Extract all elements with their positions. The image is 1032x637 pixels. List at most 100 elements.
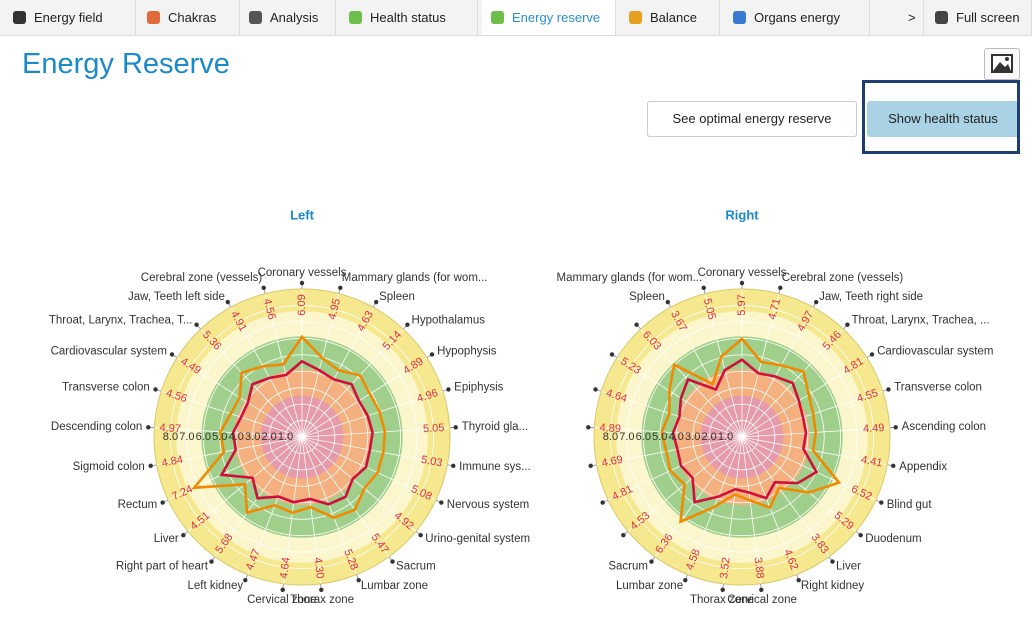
tab-label: Health status	[370, 10, 446, 25]
axis-label: Lumbar zone	[616, 580, 683, 592]
r-tick-label: 3.0	[685, 431, 700, 443]
spoke	[167, 436, 303, 501]
spoke	[301, 427, 450, 438]
axis-dot	[160, 500, 165, 505]
axis-dot	[813, 299, 819, 305]
axis-dot	[586, 425, 591, 430]
spoke-tail	[843, 324, 848, 330]
axis-label: Urino-genital system	[425, 533, 530, 545]
axis-label: Sacrum	[396, 560, 436, 572]
spoke-tail	[338, 287, 341, 294]
value-label: 4.41	[860, 454, 883, 470]
spoke-tail	[435, 499, 442, 503]
axis-dot	[261, 285, 266, 291]
tab[interactable]: Analysis	[240, 0, 336, 35]
tab[interactable]: >	[900, 0, 924, 35]
axis-dot	[634, 322, 639, 327]
r-tick-label: 2.0	[261, 431, 276, 443]
axis-dot	[373, 299, 379, 305]
axis-label: Mammary glands (for wom...	[342, 272, 488, 284]
spoke	[741, 436, 797, 575]
grid-ring	[708, 403, 776, 471]
tab[interactable]: Chakras	[138, 0, 240, 35]
value-label: 4.55	[855, 387, 879, 405]
value-label: 5.08	[409, 483, 433, 503]
axis-dot	[390, 559, 395, 564]
axis-label: Cerebral zone (vessels)	[782, 272, 904, 284]
image-export-button[interactable]	[984, 48, 1020, 80]
axis-dot	[439, 500, 444, 505]
spoke	[301, 436, 437, 501]
axis-dot	[146, 425, 151, 430]
tab[interactable]: Energy field	[4, 0, 136, 35]
spoke	[301, 293, 340, 438]
value-label: 4.81	[610, 483, 634, 503]
chart-title: Right	[725, 207, 759, 222]
grid-ring	[235, 370, 369, 504]
spoke	[670, 307, 743, 438]
r-tick-label: 5.0	[652, 431, 667, 443]
axis-label: Cardiovascular system	[877, 345, 993, 357]
axis-label: Cervical zone	[727, 594, 797, 606]
axis-label: Jaw, Teeth right side	[819, 291, 923, 303]
axis-dot	[148, 463, 153, 469]
axis-label: Thorax zone	[690, 594, 754, 606]
axis-dot	[701, 285, 706, 291]
optimal-button[interactable]: See optimal energy reserve	[647, 101, 857, 137]
spoke-tail	[227, 301, 232, 308]
axis-dot	[209, 559, 214, 564]
zone-band	[673, 368, 811, 506]
value-label: 4.64	[278, 557, 293, 580]
spoke-tail	[828, 556, 833, 562]
spoke-tail	[866, 354, 873, 359]
spoke	[301, 307, 374, 438]
tab-icon	[491, 11, 504, 24]
health-status-button[interactable]: Show health status	[867, 101, 1019, 137]
spoke	[616, 357, 743, 438]
axis-label: Spleen	[379, 291, 415, 303]
tab[interactable]: Organs energy	[724, 0, 870, 35]
spoke-tail	[150, 464, 157, 467]
r-tick-label: 8.0	[603, 431, 618, 443]
series-line	[660, 336, 842, 524]
spoke	[741, 436, 761, 584]
axis-label: Left kidney	[187, 580, 243, 592]
zone-band	[201, 336, 403, 538]
axis-dot	[649, 559, 654, 564]
spoke-tail	[875, 499, 882, 503]
axis-dot	[299, 280, 305, 286]
value-label: 4.63	[355, 309, 376, 334]
spoke-tail	[162, 499, 169, 503]
spoke	[654, 436, 743, 557]
tab[interactable]: Energy reserve	[482, 0, 616, 35]
spoke	[741, 307, 814, 438]
tab[interactable]: Full screen	[926, 0, 1032, 35]
zone-band	[153, 288, 451, 586]
value-label: 4.56	[261, 297, 278, 321]
r-tick-label: 5.0	[212, 431, 227, 443]
spoke	[247, 436, 303, 575]
axis-dot	[319, 587, 324, 592]
value-label: 4.30	[311, 557, 326, 580]
axis-dot	[893, 425, 898, 430]
axis-dot	[181, 532, 186, 538]
value-label: 5.14	[381, 329, 404, 353]
grid-ring	[610, 305, 874, 569]
value-label: 4.71	[766, 297, 783, 321]
axis-dot	[720, 587, 725, 592]
value-label: 4.97	[795, 309, 816, 334]
tab[interactable]: Health status	[340, 0, 478, 35]
axis-label: Thyroid gla...	[462, 421, 528, 433]
tab[interactable]: Balance	[620, 0, 720, 35]
spoke-tail	[703, 287, 706, 294]
value-label: 5.29	[832, 510, 856, 533]
value-label: 4.84	[161, 454, 184, 470]
spoke	[596, 436, 743, 466]
value-label: 5.05	[701, 297, 718, 321]
spoke	[723, 436, 743, 584]
tab-label: Energy reserve	[512, 10, 601, 25]
value-label: 3.52	[718, 557, 733, 580]
series-line	[671, 358, 819, 504]
axis-label: Thorax zone	[290, 594, 354, 606]
grid-ring	[252, 387, 352, 487]
